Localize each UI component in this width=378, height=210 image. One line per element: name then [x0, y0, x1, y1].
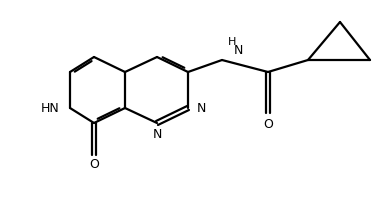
Text: H: H — [228, 37, 236, 47]
Text: N: N — [196, 101, 206, 114]
Text: HN: HN — [40, 101, 59, 114]
Text: N: N — [233, 43, 243, 56]
Text: O: O — [263, 118, 273, 130]
Text: N: N — [152, 129, 162, 142]
Text: O: O — [89, 159, 99, 172]
